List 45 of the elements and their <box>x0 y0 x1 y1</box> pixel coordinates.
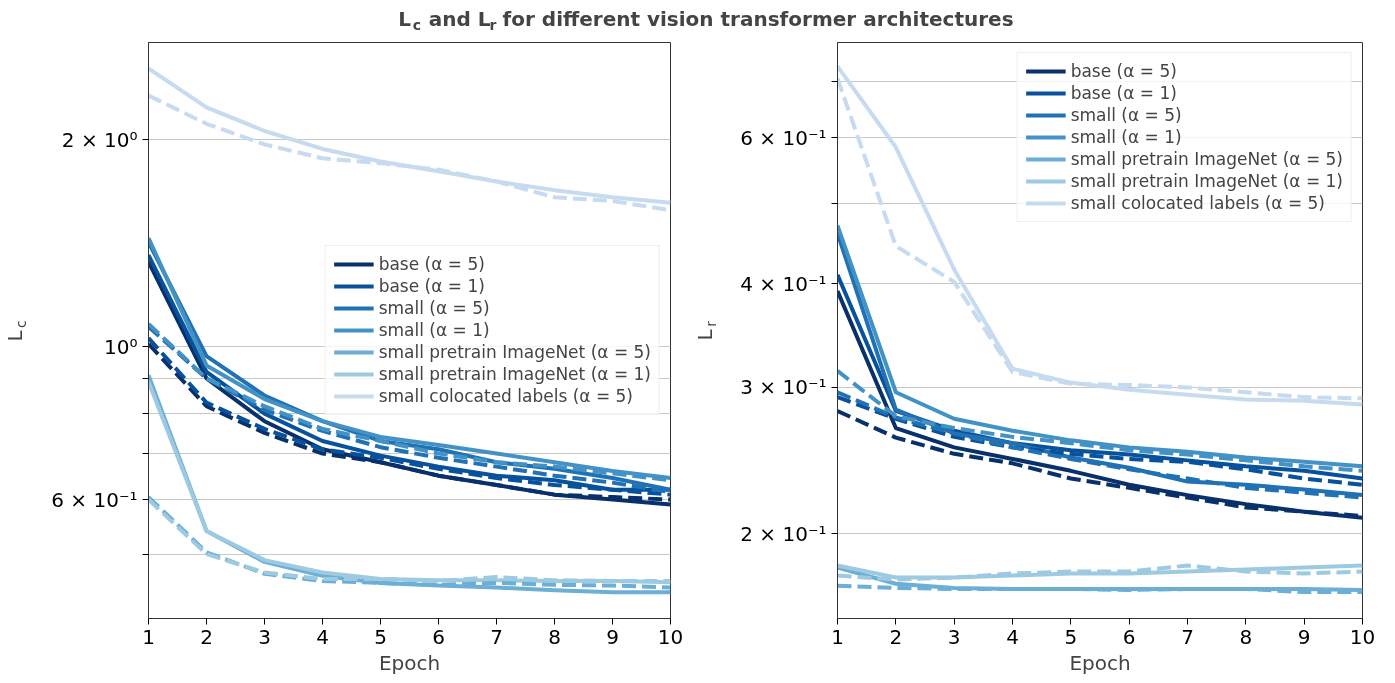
x-tick-label: 10 <box>657 624 684 649</box>
x-tick-label: 7 <box>1181 624 1194 649</box>
x-tick-label: 2 <box>889 624 903 649</box>
y-tick-label: 10⁰ <box>104 334 138 359</box>
x-tick-label: 9 <box>1297 624 1311 649</box>
y-tick-label: 3 × 10⁻¹ <box>740 375 827 400</box>
legend-label: small (α = 5) <box>378 298 490 318</box>
legend-label: small pretrain ImageNet (α = 1) <box>1070 171 1343 191</box>
legend-label: small pretrain ImageNet (α = 5) <box>378 342 651 362</box>
legend-label: small colocated labels (α = 5) <box>378 386 633 406</box>
legend-label: base (α = 5) <box>378 254 485 274</box>
legend-label: small (α = 1) <box>378 320 490 340</box>
y-tick-label: 4 × 10⁻¹ <box>740 271 827 296</box>
x-tick-label: 6 <box>1122 624 1136 649</box>
x-tick-label: 9 <box>606 624 619 649</box>
legend-label: base (α = 1) <box>378 276 485 296</box>
y-axis-title: Lr <box>692 320 719 341</box>
x-tick-label: 5 <box>374 624 387 649</box>
y-axis-title: Lc <box>2 320 29 342</box>
x-tick-label: 5 <box>1064 624 1078 649</box>
x-tick-label: 8 <box>1239 624 1253 649</box>
x-tick-label: 4 <box>1006 624 1019 649</box>
x-axis-title: Epoch <box>1069 650 1131 675</box>
x-tick-label: 4 <box>316 624 329 649</box>
x-tick-label: 7 <box>490 624 503 649</box>
x-tick-label: 10 <box>1349 624 1376 649</box>
x-tick-label: 3 <box>258 624 271 649</box>
y-tick-label: 2 × 10⁻¹ <box>740 521 827 546</box>
x-tick-label: 1 <box>831 624 844 649</box>
y-tick-label: 6 × 10⁻¹ <box>740 125 827 150</box>
x-tick-label: 3 <box>947 624 961 649</box>
legend-label: small pretrain ImageNet (α = 5) <box>1070 149 1343 169</box>
x-axis-title: Epoch <box>378 650 441 675</box>
legend-label: base (α = 5) <box>1070 61 1177 81</box>
x-tick-label: 8 <box>548 624 561 649</box>
legend-label: small (α = 5) <box>1070 105 1182 125</box>
x-tick-label: 6 <box>432 624 445 649</box>
legend-label: small pretrain ImageNet (α = 1) <box>378 364 651 384</box>
legend-label: small colocated labels (α = 5) <box>1070 193 1325 213</box>
x-tick-label: 2 <box>200 624 213 649</box>
y-tick-label: 2 × 10⁰ <box>61 127 138 152</box>
legend-label: base (α = 1) <box>1070 83 1177 103</box>
x-tick-label: 1 <box>142 624 155 649</box>
legend-label: small (α = 1) <box>1070 127 1182 147</box>
y-tick-label: 6 × 10⁻¹ <box>51 487 138 512</box>
